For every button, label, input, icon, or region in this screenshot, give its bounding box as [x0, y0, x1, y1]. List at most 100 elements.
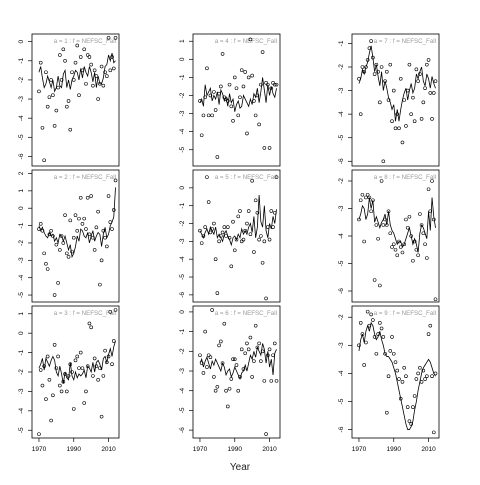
data-point	[269, 379, 274, 383]
data-point	[395, 368, 400, 373]
panel-label: a = 2 : f = NEFSC_Fall	[54, 174, 116, 181]
data-point	[44, 397, 48, 401]
y-tick-label: 0	[18, 331, 25, 335]
data-point	[358, 198, 363, 203]
panel-5: 0 -1 -2 -3 -4 -5 -6 a = 5 : f = NEFSC_Fall	[179, 169, 281, 303]
data-point	[49, 78, 53, 82]
y-tick-label: 0	[179, 310, 186, 314]
data-point	[372, 72, 377, 76]
data-point	[82, 401, 86, 405]
data-point	[89, 62, 93, 67]
data-point	[378, 100, 382, 105]
data-point	[412, 394, 417, 398]
data-point	[362, 69, 366, 74]
data-point	[414, 67, 419, 72]
data-point	[213, 257, 218, 261]
data-point	[409, 422, 413, 426]
data-point	[38, 368, 43, 372]
data-point	[416, 79, 420, 83]
data-point	[241, 367, 246, 371]
data-point	[203, 95, 207, 100]
data-point	[63, 213, 67, 217]
data-point	[271, 353, 275, 358]
data-point	[252, 99, 256, 103]
data-point	[390, 245, 394, 249]
data-point	[37, 227, 41, 231]
data-point	[89, 194, 93, 198]
data-point	[391, 88, 396, 93]
data-point	[372, 278, 377, 282]
data-point	[91, 83, 95, 88]
data-point	[272, 341, 277, 346]
data-point	[397, 377, 401, 381]
data-point	[412, 239, 417, 244]
data-point	[239, 347, 244, 352]
data-point	[58, 383, 62, 388]
data-point	[37, 89, 41, 94]
data-point	[357, 343, 361, 348]
data-point	[421, 100, 426, 105]
data-point	[419, 380, 424, 384]
data-point	[241, 237, 246, 242]
data-point	[405, 88, 410, 93]
panel-frame	[192, 169, 281, 303]
data-point	[260, 260, 265, 265]
data-point	[428, 91, 433, 95]
data-point	[393, 126, 398, 131]
data-point	[433, 371, 438, 376]
data-point	[246, 347, 251, 352]
data-point	[226, 99, 230, 103]
data-point	[231, 219, 235, 224]
data-point	[87, 55, 92, 59]
y-tick-label: -2	[18, 369, 25, 375]
y-tick-label: -4	[179, 256, 186, 262]
y-tick-label: -1	[18, 349, 25, 355]
data-point	[203, 225, 207, 229]
data-point	[106, 36, 111, 40]
data-point	[400, 380, 405, 384]
data-point	[423, 377, 427, 381]
data-point	[433, 297, 438, 302]
data-point	[61, 47, 66, 52]
y-tick-label: -1	[18, 222, 25, 228]
data-point	[266, 82, 270, 87]
data-point	[250, 178, 254, 183]
data-point	[65, 389, 69, 394]
panel-label: a = 1 : f = NEFSC_Fall	[54, 38, 116, 45]
data-point	[384, 410, 389, 415]
data-point	[212, 375, 216, 379]
panel-label: a = 5 : f = NEFSC_Fall	[215, 174, 277, 181]
data-point	[365, 58, 370, 62]
data-point	[65, 104, 69, 109]
y-tick-label: 1	[179, 39, 186, 43]
data-point	[411, 405, 415, 409]
y-tick-label: -6	[18, 153, 25, 159]
data-point	[402, 242, 407, 247]
data-point	[52, 293, 57, 297]
data-point	[80, 366, 85, 370]
data-point	[245, 341, 249, 346]
y-tick-label: -4	[18, 115, 25, 121]
y-tick-label: -6	[179, 292, 186, 298]
data-point	[398, 245, 403, 249]
data-point	[229, 377, 234, 381]
data-point	[407, 419, 412, 423]
data-point	[386, 374, 391, 379]
data-point	[252, 250, 256, 254]
data-point	[257, 341, 261, 346]
data-point	[113, 178, 118, 183]
data-point	[358, 321, 363, 325]
data-point	[45, 354, 50, 359]
y-tick-label: -5	[338, 398, 345, 404]
data-point	[84, 81, 88, 86]
data-point	[210, 227, 214, 231]
data-point	[58, 53, 62, 57]
data-point	[61, 241, 66, 245]
y-tick-label: -6	[338, 158, 345, 164]
data-point	[376, 69, 380, 74]
panel-4: 1 0 -1 -2 -3 -4 -5 a = 4 : f = NEFSC_Fall	[179, 33, 281, 167]
y-tick-label: -4	[338, 370, 345, 376]
data-point	[259, 82, 263, 87]
data-point	[108, 220, 113, 224]
data-point	[411, 95, 415, 100]
